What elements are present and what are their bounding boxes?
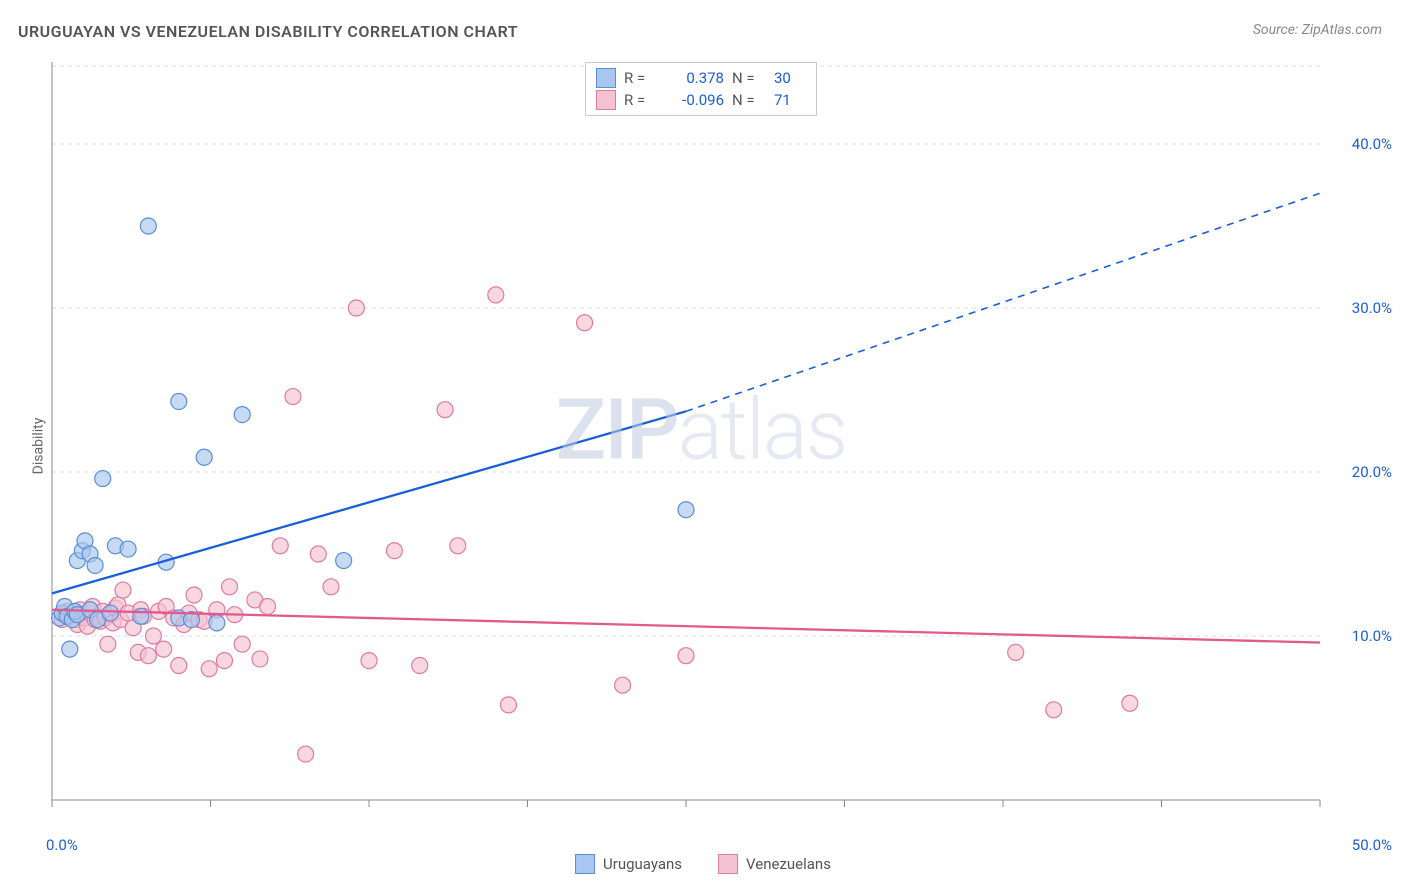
legend-r-value: 0.378 bbox=[666, 69, 724, 87]
legend-n-value: 30 bbox=[774, 69, 806, 87]
chart-plot: ZIPatlas R =0.378N =30R =-0.096N =71 bbox=[46, 56, 1356, 836]
series-legend: Uruguayans Venezuelans bbox=[575, 854, 831, 874]
legend-correlation-row: R = 0.378 N = 30 bbox=[596, 67, 806, 89]
legend-swatch bbox=[575, 854, 595, 874]
chart-title: URUGUAYAN VS VENEZUELAN DISABILITY CORRE… bbox=[18, 22, 518, 41]
y-axis-label: Disability bbox=[30, 418, 46, 475]
y-tick-label: 30.0% bbox=[1352, 299, 1392, 317]
x-tick-max: 50.0% bbox=[1352, 836, 1392, 854]
x-tick-min: 0.0% bbox=[46, 836, 78, 854]
legend-series-label: Uruguayans bbox=[603, 855, 682, 873]
legend-n-label: N = bbox=[732, 91, 766, 109]
legend-r-label: R = bbox=[624, 69, 658, 87]
legend-r-value: -0.096 bbox=[666, 91, 724, 109]
legend-correlation-row: R = -0.096 N = 71 bbox=[596, 89, 806, 111]
legend-series-item: Venezuelans bbox=[718, 854, 831, 874]
source-label: Source: ZipAtlas.com bbox=[1253, 22, 1382, 38]
correlation-legend: R = 0.378 N = 30 R = -0.096 N = 71 bbox=[585, 62, 817, 116]
legend-swatch bbox=[596, 90, 616, 110]
legend-swatch bbox=[718, 854, 738, 874]
y-tick-label: 20.0% bbox=[1352, 463, 1392, 481]
legend-series-item: Uruguayans bbox=[575, 854, 682, 874]
legend-n-label: N = bbox=[732, 69, 766, 87]
chart-svg bbox=[46, 56, 1356, 836]
legend-series-label: Venezuelans bbox=[746, 855, 831, 873]
legend-swatch bbox=[596, 68, 616, 88]
y-tick-label: 10.0% bbox=[1352, 627, 1392, 645]
y-tick-label: 40.0% bbox=[1352, 135, 1392, 153]
legend-r-label: R = bbox=[624, 91, 658, 109]
legend-n-value: 71 bbox=[774, 91, 806, 109]
